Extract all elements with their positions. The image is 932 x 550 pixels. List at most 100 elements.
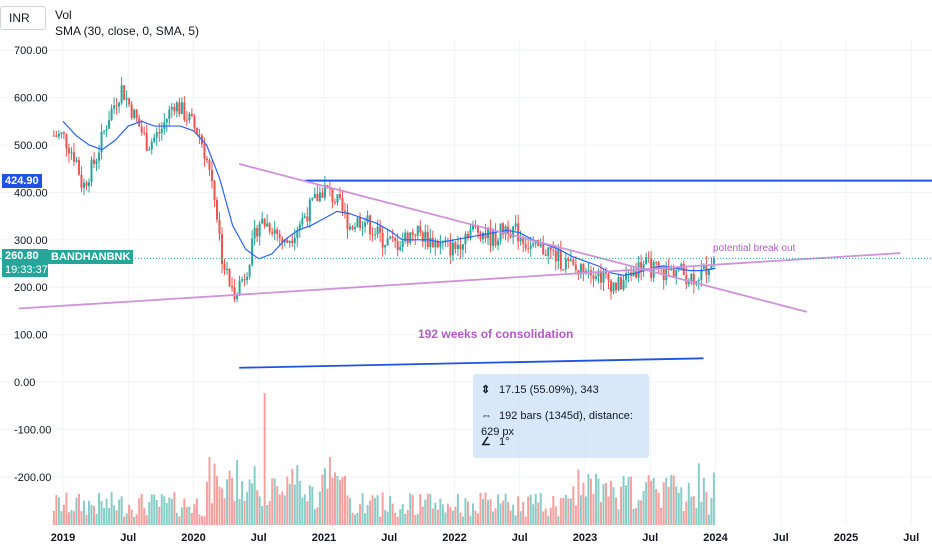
candle-body bbox=[193, 116, 196, 128]
breakout-annotation[interactable]: potential break out bbox=[713, 243, 796, 254]
volume-bar bbox=[534, 493, 537, 525]
volume-bar bbox=[52, 510, 55, 525]
volume-bar bbox=[296, 465, 299, 525]
volume-bar bbox=[313, 509, 316, 525]
candle-body bbox=[65, 133, 68, 148]
volume-bar bbox=[464, 498, 467, 525]
candle-body bbox=[562, 269, 565, 271]
volume-bar bbox=[145, 515, 148, 525]
volume-bar bbox=[695, 507, 698, 525]
candle-body bbox=[406, 232, 409, 244]
candle-body bbox=[113, 105, 116, 109]
volume-bar bbox=[258, 496, 261, 525]
volume-bar bbox=[436, 509, 439, 525]
measure-price-row: ⇕ 17.15 (55.09%), 343 bbox=[481, 382, 599, 398]
candle-body bbox=[128, 98, 131, 105]
candle-body bbox=[231, 285, 234, 288]
volume-bar bbox=[110, 492, 113, 525]
candle-body bbox=[459, 244, 462, 250]
candle-body bbox=[228, 268, 231, 286]
volume-bar bbox=[381, 492, 384, 525]
candle-body bbox=[421, 232, 424, 243]
volume-bar bbox=[173, 492, 176, 525]
volume-indicator-label[interactable]: Vol bbox=[55, 8, 72, 22]
volume-bar bbox=[384, 510, 387, 525]
volume-bar bbox=[429, 493, 432, 525]
volume-bar bbox=[100, 500, 103, 525]
volume-bar bbox=[454, 506, 457, 525]
volume-bar bbox=[90, 504, 93, 525]
candle-body bbox=[592, 275, 595, 279]
x-tick-label: 2023 bbox=[573, 532, 597, 544]
candle-body bbox=[266, 223, 269, 227]
currency-selector[interactable]: INR bbox=[0, 6, 46, 30]
volume-bar bbox=[369, 500, 372, 525]
volume-bar bbox=[170, 498, 173, 525]
candle-body bbox=[409, 232, 412, 244]
volume-bar bbox=[316, 507, 319, 525]
candle-body bbox=[655, 262, 658, 264]
candle-body bbox=[296, 230, 299, 238]
volume-bar bbox=[446, 503, 449, 525]
candle-body bbox=[577, 270, 580, 275]
candle-body bbox=[429, 237, 432, 247]
candle-body bbox=[72, 152, 75, 162]
volume-bar bbox=[361, 493, 364, 525]
candle-body bbox=[213, 181, 216, 201]
candle-body bbox=[308, 199, 311, 222]
volume-bar bbox=[635, 508, 638, 525]
volume-bar bbox=[562, 497, 565, 525]
candle-body bbox=[351, 226, 354, 230]
volume-bar bbox=[60, 511, 63, 525]
y-tick-label: 500.00 bbox=[14, 140, 48, 152]
measure-tooltip[interactable]: ⇕ 17.15 (55.09%), 343 ⇔ 192 bars (1345d), … bbox=[473, 374, 649, 458]
candle-body bbox=[582, 263, 585, 274]
candle-body bbox=[635, 271, 638, 278]
candle-body bbox=[67, 147, 70, 154]
candle-body bbox=[564, 258, 567, 270]
candle-body bbox=[567, 258, 570, 261]
volume-bar bbox=[221, 488, 224, 525]
volume-bar bbox=[120, 496, 123, 525]
candle-body bbox=[123, 85, 126, 100]
volume-bar bbox=[364, 513, 367, 525]
candle-body bbox=[316, 193, 319, 202]
sma-indicator-label[interactable]: SMA (30, close, 0, SMA, 5) bbox=[55, 24, 200, 38]
candle-body bbox=[173, 106, 176, 112]
volume-bar bbox=[482, 498, 485, 525]
x-tick-label: Jul bbox=[512, 532, 528, 544]
candle-body bbox=[168, 109, 171, 120]
candle-body bbox=[105, 128, 108, 131]
candle-body bbox=[451, 242, 454, 256]
candle-body bbox=[625, 272, 628, 281]
candle-body bbox=[557, 249, 560, 262]
volume-bar bbox=[589, 478, 592, 525]
candle-body bbox=[70, 152, 73, 154]
candle-body bbox=[115, 105, 118, 107]
measure-angle-row: ∠ 1° bbox=[481, 434, 510, 450]
candle-body bbox=[82, 182, 85, 188]
volume-bar bbox=[466, 501, 469, 525]
candle-body bbox=[233, 287, 236, 300]
volume-bar bbox=[532, 504, 535, 525]
volume-bar bbox=[233, 501, 236, 525]
candle-body bbox=[487, 227, 490, 239]
candle-body bbox=[675, 269, 678, 277]
candle-body bbox=[602, 271, 605, 283]
candle-body bbox=[276, 229, 279, 235]
current-price-tag: 260.80 bbox=[2, 249, 48, 263]
volume-bar bbox=[87, 500, 90, 525]
candle-body bbox=[298, 224, 301, 231]
consolidation-annotation[interactable]: 192 weeks of consolidation bbox=[418, 327, 574, 341]
candle-body bbox=[416, 225, 419, 236]
candle-body bbox=[622, 280, 625, 290]
volume-bar bbox=[504, 493, 507, 525]
volume-bar bbox=[456, 493, 459, 525]
bars-range-icon: ⇔ bbox=[481, 410, 492, 422]
candle-body bbox=[175, 102, 178, 112]
candle-body bbox=[439, 241, 442, 248]
candle-body bbox=[394, 237, 397, 241]
candle-body bbox=[60, 132, 63, 134]
consolidation-range-marker bbox=[239, 357, 704, 369]
